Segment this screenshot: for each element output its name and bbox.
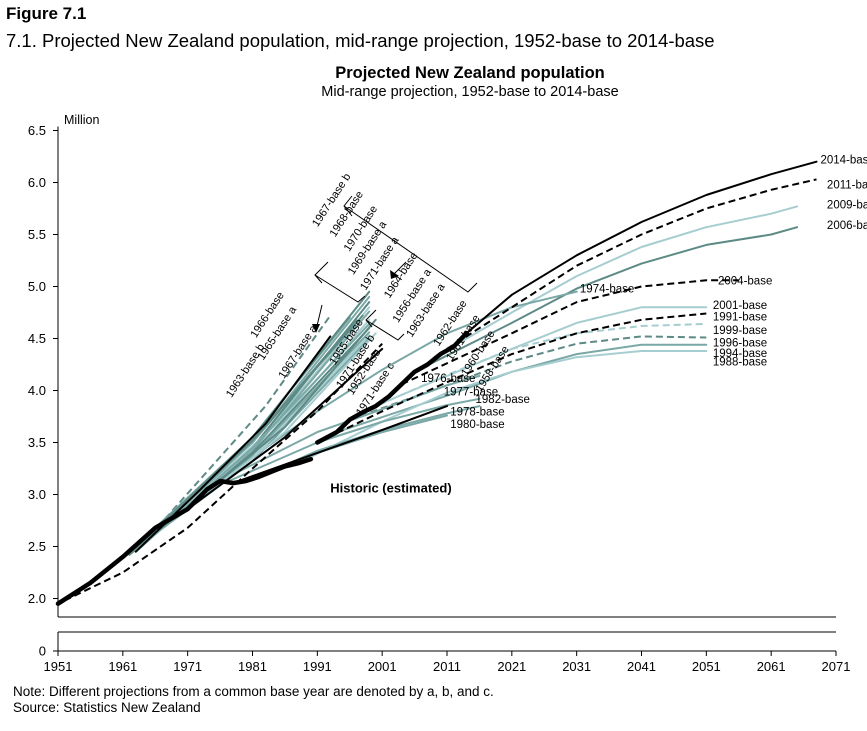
series-line-2009-base [433, 205, 799, 359]
series-line-2001-base [381, 306, 708, 404]
series-label: 1978-base [450, 406, 504, 418]
x-tick-label: 1951 [44, 659, 73, 674]
series-line-1999-base [368, 322, 707, 411]
x-tick-label: 2051 [692, 659, 721, 674]
y-tick-label: 5.0 [28, 279, 46, 294]
x-tick-label: 2041 [627, 659, 656, 674]
series-line-2011-base [446, 178, 817, 350]
x-tick-label: 1961 [108, 659, 137, 674]
x-tick-label: 1991 [303, 659, 332, 674]
series-label: 1991-base [713, 312, 767, 324]
y-tick-label: 6.0 [28, 175, 46, 190]
footer-source: Source: Statistics New Zealand [13, 700, 201, 715]
x-tick-label: 1981 [238, 659, 267, 674]
footer-note: Note: Different projections from a commo… [13, 684, 494, 699]
x-tick-label: 1971 [173, 659, 202, 674]
series-label: 1999-base [713, 325, 767, 337]
label-arrowhead [390, 270, 399, 279]
series-label: 1980-base [450, 419, 504, 431]
label-group-bracket [343, 195, 478, 293]
series-line-2004-base [401, 279, 739, 386]
plot-labels: 2014-base 2011-base 2009-base 2006-base 2004… [224, 155, 867, 496]
figure-caption: 7.1. Projected New Zealand population, m… [6, 30, 715, 51]
y-tick-label: 6.5 [28, 123, 46, 138]
figure-label: Figure 7.1 [6, 4, 87, 23]
series-line-historic-estimated [55, 456, 314, 606]
x-tick-label: 2031 [562, 659, 591, 674]
y-tick-label: 2.0 [28, 591, 46, 606]
y-axis-unit: Million [64, 113, 99, 127]
x-tick-label: 2061 [757, 659, 786, 674]
population-chart: Projected New Zealand population Mid-ran… [28, 64, 867, 674]
series-label: 1974-base [580, 284, 634, 296]
label-group-bracket [314, 261, 366, 303]
series-line-1976-base [219, 374, 481, 482]
y-tick-label: 3.0 [28, 487, 46, 502]
x-tick-label: 2021 [497, 659, 526, 674]
series-label: 2011-base [827, 180, 867, 192]
series-line-2006-base [413, 226, 799, 373]
series-label: 1982-base [476, 394, 530, 406]
y-tick-label: 4.5 [28, 331, 46, 346]
series-line-1964-base [141, 314, 364, 543]
series-label: 2004-base [718, 275, 772, 287]
series-label-rotated: 1963-base b [224, 342, 267, 400]
series-label: 1976-base [421, 373, 475, 385]
series-line-1977-base [225, 397, 481, 483]
x-tick-label: 2071 [822, 659, 851, 674]
series-line-2014-base [465, 160, 818, 335]
series-line-historic-estimated [315, 331, 469, 445]
series-label: 2006-base [827, 220, 867, 232]
y-tick-label: 0 [39, 644, 46, 659]
series-label: 1977-base [444, 387, 498, 399]
series-line-1991-base [316, 312, 707, 444]
y-tick-label: 4.0 [28, 383, 46, 398]
label-group-bracket [365, 309, 405, 341]
series-label: 2014-base [820, 155, 867, 167]
series-line-1996-base [349, 335, 707, 421]
footer: Note: Different projections from a commo… [13, 684, 494, 716]
label-arrow [393, 261, 407, 275]
chart-subtitle: Mid-range projection, 1952-base to 2014-… [321, 84, 618, 100]
x-tick-label: 2011 [433, 659, 461, 674]
series-label: 1996-base [713, 338, 767, 350]
y-tick-label: 2.5 [28, 539, 46, 554]
label-arrowhead [312, 324, 320, 333]
series-label: 1988-base [713, 356, 767, 368]
series-label: 1994-base [713, 348, 767, 360]
series-label: 2009-base [827, 199, 867, 211]
plot-series [55, 160, 818, 606]
series-label: 2001-base [713, 300, 767, 312]
y-tick-label: 3.5 [28, 435, 46, 450]
x-tick-label: 2001 [368, 659, 397, 674]
series-line-1952-base [64, 343, 383, 602]
chart-title: Projected New Zealand population [335, 64, 605, 82]
y-tick-label: 5.5 [28, 227, 46, 242]
series-line-1971-base-c [186, 347, 384, 511]
series-label: Historic (estimated) [330, 480, 451, 495]
